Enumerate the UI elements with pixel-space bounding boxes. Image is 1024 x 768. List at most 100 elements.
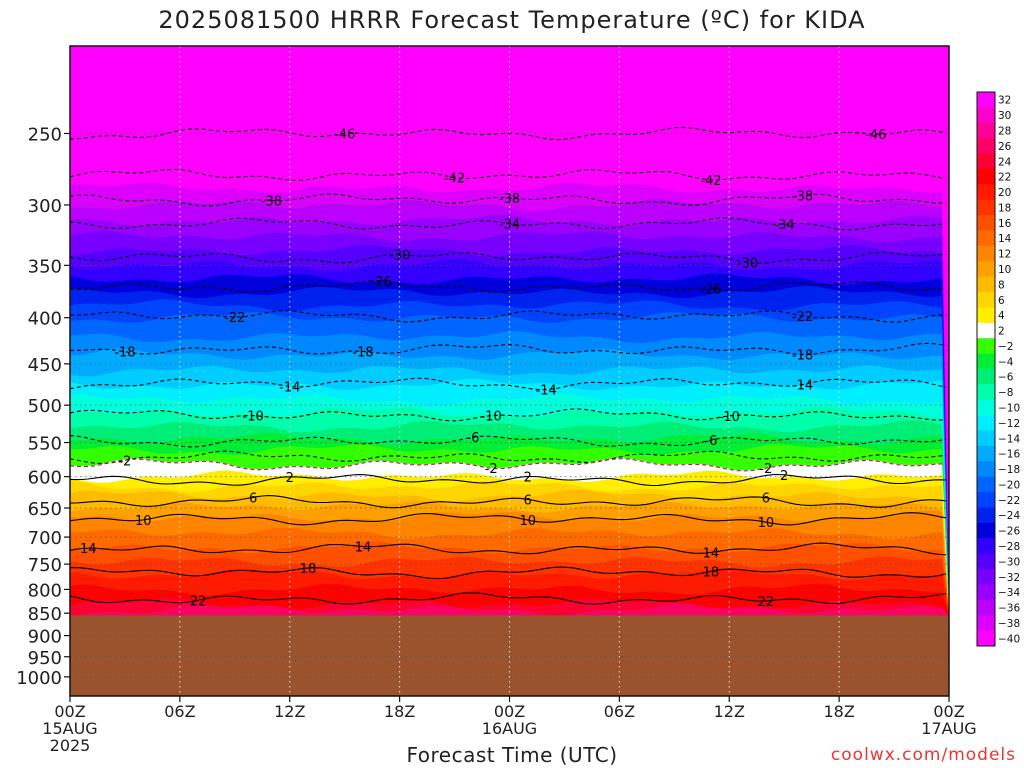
colorbar-label: −34 [998,587,1020,599]
contour-label: -42 [444,171,465,186]
colorbar-swatch [977,184,995,201]
contour-labels: -46 -46-42 -42-38 -38 -38-34 -34-30-30-26 -26-… [80,128,886,610]
contour-label: -34 [774,218,795,233]
colorbar-swatch [977,168,995,185]
contour-line [70,217,947,231]
y-tick-label: 650 [28,499,62,520]
contour-label: -14 [536,384,557,399]
contour-line [70,473,947,487]
y-tick-label: 550 [28,434,62,455]
contour-label: -18 [352,346,373,361]
colorbar-label: −2 [998,341,1013,353]
colorbar-label: −38 [998,618,1020,630]
contour-label: 10 [758,516,775,531]
colorbar-swatch [977,122,995,139]
contour-line [70,592,947,605]
colorbar-swatch [977,292,995,308]
colorbar-swatch [977,507,995,524]
colorbar-swatch [977,384,995,401]
x-tick-label: 00Z [54,702,85,721]
contour-line [70,435,947,448]
colorbar-swatch [977,399,995,416]
contour-label: -10 [719,410,740,425]
colorbar-swatch [977,107,995,124]
y-tick-label: 400 [28,309,62,330]
contour-label: 18 [703,565,720,580]
contour-label: -38 [261,194,282,209]
contour-label: 22 [758,595,775,610]
colorbar-label: 16 [998,218,1012,230]
contour-line [70,408,947,422]
colorbar-label: −16 [998,449,1020,461]
colorbar-label: −26 [998,526,1020,538]
colorbar-swatch [977,353,995,370]
contour-label: -46 [334,128,355,143]
contour-label: 14 [355,541,372,556]
contour-line [70,377,947,391]
colorbar-label: 8 [998,279,1005,291]
contour-line [70,566,947,580]
colorbar-label: 28 [998,125,1011,137]
colorbar-label: 14 [998,233,1012,245]
contour-label: -14 [792,379,813,394]
x-tick-label: 17AUG [921,719,976,738]
contour-label: -26 [371,275,392,290]
colorbar-swatch [977,261,995,278]
colorbar-swatch [977,276,995,293]
credit-text: coolwx.com/models [830,745,1016,765]
x-tick-label: 00Z [494,702,525,721]
y-tick-label: 850 [28,604,62,625]
contour-label: 2 [286,471,294,486]
colorbar-label: 24 [998,156,1012,168]
colorbar-swatch [977,476,995,493]
colorbar-label: −20 [998,479,1020,491]
y-tick-label: 900 [28,627,62,648]
contour-label: 10 [135,514,152,529]
colorbar-label: −32 [998,572,1020,584]
contour-label: 18 [300,562,317,577]
colorbar-swatch [977,569,995,585]
contour-label: -26 [700,282,721,297]
contour-label: 2 [780,469,788,484]
colorbar-label: 2 [998,326,1005,338]
contour-line [70,251,947,264]
contour-label: -38 [499,192,520,207]
contour-line [70,542,947,556]
contour-label: -2 [485,462,498,477]
y-tick-label: 350 [28,256,62,277]
x-tick-label: 06Z [164,702,195,721]
contour-label: -6 [704,434,717,449]
colorbar-label: −12 [998,418,1020,430]
colorbar-label: 20 [998,187,1011,199]
contour-line [70,342,947,356]
y-tick-label: 1000 [16,668,62,689]
colorbar-swatch [977,245,995,262]
x-tick-label: 06Z [604,702,635,721]
x-tick-label: 2025 [50,736,91,755]
y-axis: 2503003504004505005506006507007508008509… [16,124,70,689]
colorbar-swatch [977,230,995,247]
ground-fill [70,615,949,696]
colorbar-swatch [977,153,995,170]
colorbar-swatch [977,138,995,155]
contour-label: -2 [118,454,131,469]
colorbar-swatch [977,445,995,462]
contour-line [70,450,947,464]
colorbar-swatch [977,215,995,231]
contour-label: 6 [762,492,770,507]
contour-label: -38 [792,189,813,204]
colorbar: 32 30 28 26 24 22 20 18 16 14 12 10 8 6 4 2 −2 −4 −6 −8 −10 −… [976,91,1020,647]
contour-label: -30 [389,249,410,264]
colorbar-label: 22 [998,172,1011,184]
contour-label: -46 [865,128,886,143]
x-tick-label: 18Z [384,702,415,721]
colorbar-label: −8 [998,387,1013,399]
colorbar-label: −24 [998,510,1020,522]
colorbar-swatch [977,584,995,601]
contour-label: -2 [759,462,772,477]
colorbar-swatch [977,199,995,216]
contour-label: 2 [524,471,532,486]
contour-label: 10 [520,514,537,529]
